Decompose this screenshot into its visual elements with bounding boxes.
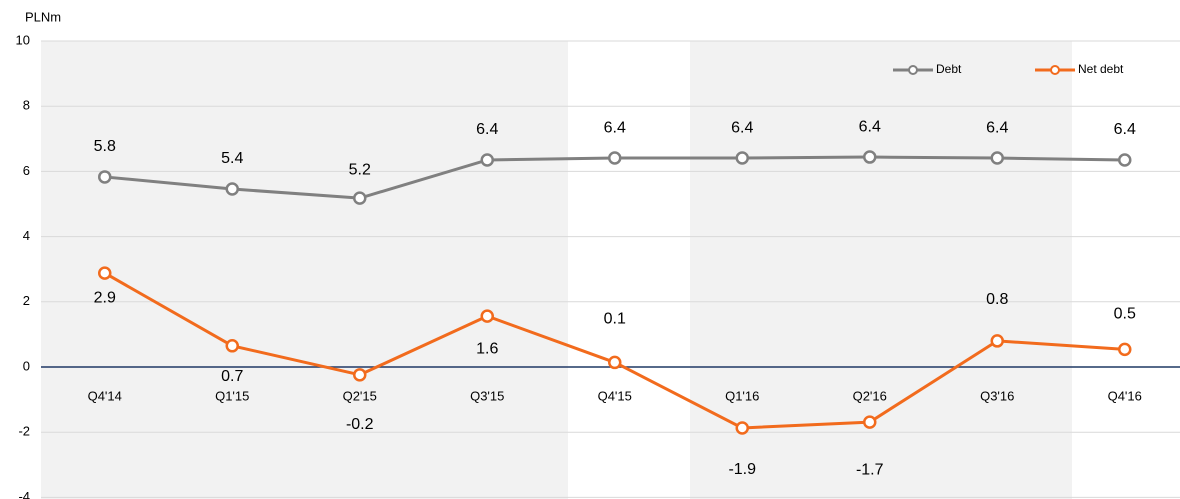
- y-tick-label: 4: [23, 228, 30, 243]
- point: [1118, 153, 1132, 167]
- data-label: 5.8: [94, 138, 116, 155]
- x-tick-label: Q1'15: [215, 388, 249, 403]
- point: [608, 355, 622, 370]
- data-label: 6.4: [859, 118, 881, 135]
- data-label: -0.2: [346, 416, 374, 433]
- data-label: 0.5: [1114, 306, 1136, 323]
- data-label: 0.8: [986, 291, 1008, 308]
- x-tick-label: Q3'16: [980, 388, 1014, 403]
- data-label: 0.1: [604, 311, 626, 328]
- legend-marker: [1050, 65, 1060, 75]
- x-tick-label: Q3'15: [470, 388, 504, 403]
- point: [1118, 342, 1132, 357]
- data-label: 2.9: [94, 289, 116, 306]
- point: [353, 368, 367, 382]
- point: [480, 153, 494, 167]
- data-label: 5.4: [221, 150, 243, 167]
- y-axis-label: PLNm: [25, 9, 61, 24]
- point: [863, 150, 877, 164]
- y-tick-label: 6: [23, 163, 30, 178]
- y-tick-label: 2: [23, 293, 30, 308]
- data-label: 5.2: [349, 161, 371, 178]
- x-tick-label: Q2'16: [853, 388, 887, 403]
- band: [41, 41, 568, 499]
- data-label: -1.9: [728, 461, 756, 478]
- background-bands: [41, 41, 1072, 499]
- y-tick-label: -4: [18, 489, 30, 499]
- y-tick-label: 0: [23, 358, 30, 373]
- x-tick-label: Q2'15: [343, 388, 377, 403]
- point: [225, 182, 239, 196]
- x-tick-label: Q4'15: [598, 388, 632, 403]
- point: [480, 309, 494, 323]
- data-label: 0.7: [221, 368, 243, 385]
- legend-label: Debt: [936, 62, 962, 76]
- data-label: -1.7: [856, 461, 884, 478]
- data-label: 6.4: [1114, 121, 1136, 138]
- point: [735, 421, 749, 435]
- data-label: 6.4: [986, 119, 1008, 136]
- point: [990, 151, 1004, 165]
- x-tick-label: Q4'16: [1108, 388, 1142, 403]
- band: [690, 41, 1072, 499]
- point: [990, 334, 1004, 348]
- point: [225, 339, 239, 353]
- x-tick-label: Q4'14: [88, 388, 122, 403]
- data-label: 6.4: [604, 119, 626, 136]
- data-label: 6.4: [731, 119, 753, 136]
- point: [353, 191, 367, 205]
- y-tick-label: -2: [18, 424, 30, 439]
- point: [98, 170, 112, 184]
- x-tick-label: Q1'16: [725, 388, 759, 403]
- legend-label: Net debt: [1078, 62, 1124, 76]
- y-tick-label: 8: [23, 98, 30, 113]
- data-label: 6.4: [476, 121, 498, 138]
- legend-marker: [908, 65, 918, 75]
- point: [735, 151, 749, 165]
- data-label: 1.6: [476, 340, 498, 357]
- point: [863, 415, 877, 429]
- point: [608, 151, 622, 165]
- y-tick-label: 10: [16, 32, 30, 47]
- point: [98, 266, 112, 280]
